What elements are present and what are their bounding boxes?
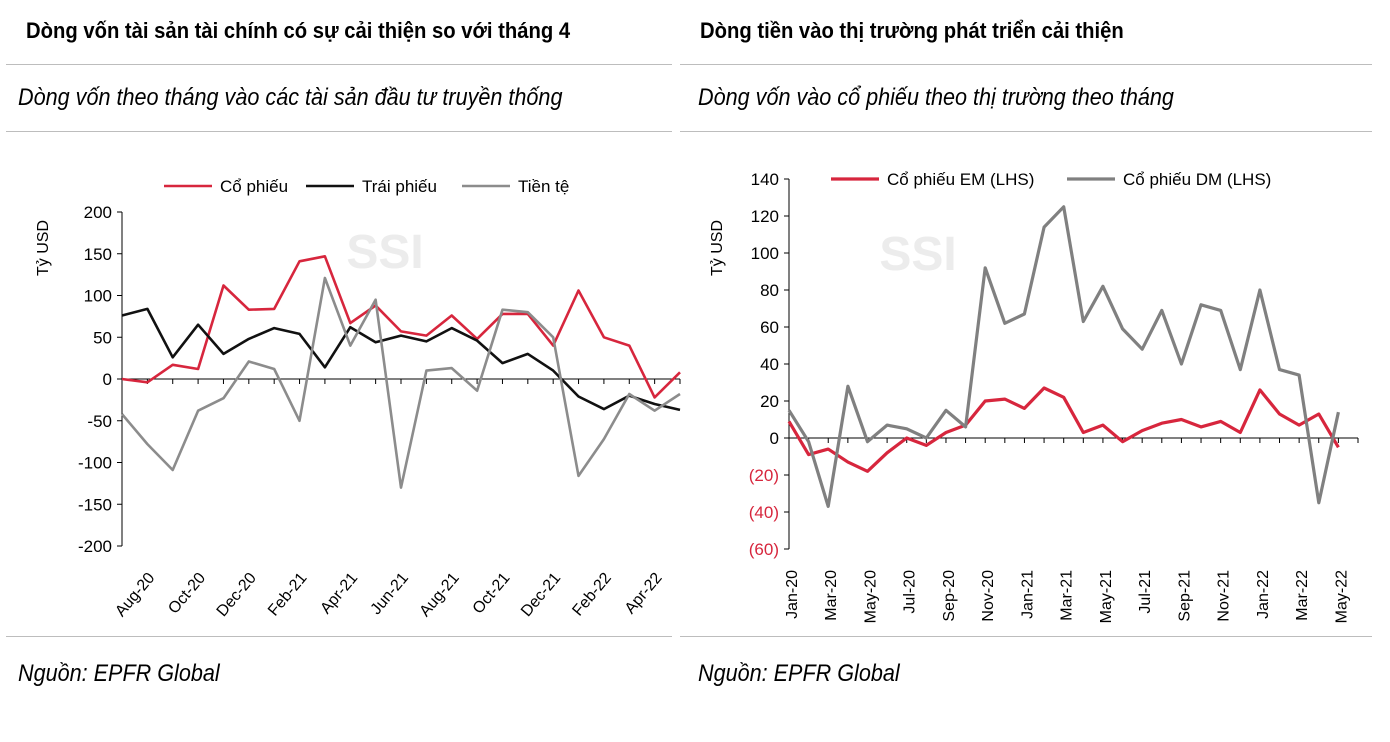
watermark: SSI — [879, 228, 956, 281]
y-tick-label: 0 — [103, 370, 112, 389]
x-tick-label: Sep-20 — [941, 570, 958, 622]
y-tick-label: (40) — [749, 503, 779, 522]
legend-label-2: Trái phiếu — [362, 177, 437, 196]
x-tick-label: Feb-21 — [265, 570, 311, 620]
left-chart-divider — [6, 636, 672, 637]
y-tick-label: (60) — [749, 540, 779, 559]
y-tick-label: -150 — [78, 495, 112, 514]
x-tick-label: Dec-20 — [214, 570, 260, 621]
x-tick-label: Oct-20 — [165, 570, 209, 618]
y-tick-label: 0 — [770, 429, 779, 448]
series-line-3 — [121, 276, 681, 489]
y-axis-label: Tỷ USD — [35, 220, 52, 276]
legend-label-1: Cổ phiếu EM (LHS) — [887, 170, 1034, 189]
watermark: SSI — [346, 226, 423, 279]
right-subtitle-divider — [680, 131, 1372, 132]
left-subtitle-divider — [6, 131, 672, 132]
y-tick-label: -200 — [78, 537, 112, 556]
x-tick-label: Mar-21 — [1059, 570, 1076, 621]
legend-label-1: Cổ phiếu — [220, 177, 288, 196]
y-tick-label: 140 — [751, 170, 779, 189]
x-tick-label: Feb-22 — [569, 570, 615, 620]
x-tick-label: Oct-21 — [470, 570, 514, 618]
right-title-divider — [680, 64, 1372, 65]
x-tick-label: Aug-21 — [417, 570, 463, 621]
x-tick-label: May-22 — [1333, 570, 1350, 623]
series-line-1 — [121, 254, 681, 399]
left-source: Nguồn: EPFR Global — [18, 660, 220, 687]
left-title-divider — [6, 64, 672, 65]
x-tick-label: Jul-21 — [1137, 570, 1154, 614]
x-tick-label: Apr-21 — [317, 570, 361, 618]
y-tick-label: 150 — [84, 245, 112, 264]
y-tick-label: 100 — [751, 244, 779, 263]
right-chart-divider — [680, 636, 1372, 637]
x-tick-label: Mar-20 — [823, 570, 840, 621]
x-tick-label: May-20 — [862, 570, 879, 623]
y-tick-label: 100 — [84, 287, 112, 306]
y-tick-label: -50 — [87, 412, 112, 431]
right-panel: Dòng tiền vào thị trường phát triển cải … — [680, 0, 1390, 742]
x-tick-label: Jul-20 — [902, 570, 919, 614]
x-tick-label: Jan-21 — [1019, 570, 1036, 619]
left-title: Dòng vốn tài sản tài chính có sự cải thi… — [26, 18, 571, 43]
y-tick-label: 50 — [93, 328, 112, 347]
left-subtitle: Dòng vốn theo tháng vào các tài sản đầu … — [18, 84, 563, 111]
y-tick-label: 60 — [760, 318, 779, 337]
y-tick-label: 120 — [751, 207, 779, 226]
legend-label-2: Cổ phiếu DM (LHS) — [1123, 170, 1271, 189]
y-tick-label: 40 — [760, 355, 779, 374]
x-tick-label: Nov-20 — [980, 570, 997, 622]
x-tick-label: Jan-22 — [1255, 570, 1272, 619]
y-tick-label: 80 — [760, 281, 779, 300]
x-tick-label: Apr-22 — [622, 570, 666, 618]
series-line-1 — [787, 386, 1340, 473]
series-line-2 — [787, 205, 1340, 508]
y-tick-label: -100 — [78, 454, 112, 473]
series-line-2 — [121, 307, 681, 412]
x-tick-label: Jan-20 — [784, 570, 801, 619]
x-tick-label: May-21 — [1098, 570, 1115, 623]
legend-label-3: Tiền tệ — [518, 177, 569, 196]
x-tick-label: Dec-21 — [518, 570, 564, 621]
x-tick-label: Nov-21 — [1216, 570, 1233, 622]
y-axis-label: Tỷ USD — [709, 220, 726, 276]
right-subtitle: Dòng vốn vào cổ phiếu theo thị trường th… — [698, 84, 1174, 111]
x-tick-label: Mar-22 — [1294, 570, 1311, 621]
y-tick-label: 20 — [760, 392, 779, 411]
y-tick-label: 200 — [84, 203, 112, 222]
x-tick-label: Sep-21 — [1176, 570, 1193, 622]
x-tick-label: Jun-21 — [368, 570, 413, 618]
right-source: Nguồn: EPFR Global — [698, 660, 900, 687]
left-panel: Dòng vốn tài sản tài chính có sự cải thi… — [0, 0, 681, 742]
x-tick-label: Aug-20 — [112, 570, 158, 621]
y-tick-label: (20) — [749, 466, 779, 485]
right-title: Dòng tiền vào thị trường phát triển cải … — [700, 18, 1124, 43]
right-line-chart: SSI 140 120 100 80 60 40 20 0 (20) (40) (60) Tỷ USD J… — [709, 170, 1359, 623]
left-line-chart: SSI 200 150 100 50 0 -50 -100 -150 -200 Tỷ USD Aug-… — [35, 177, 681, 621]
